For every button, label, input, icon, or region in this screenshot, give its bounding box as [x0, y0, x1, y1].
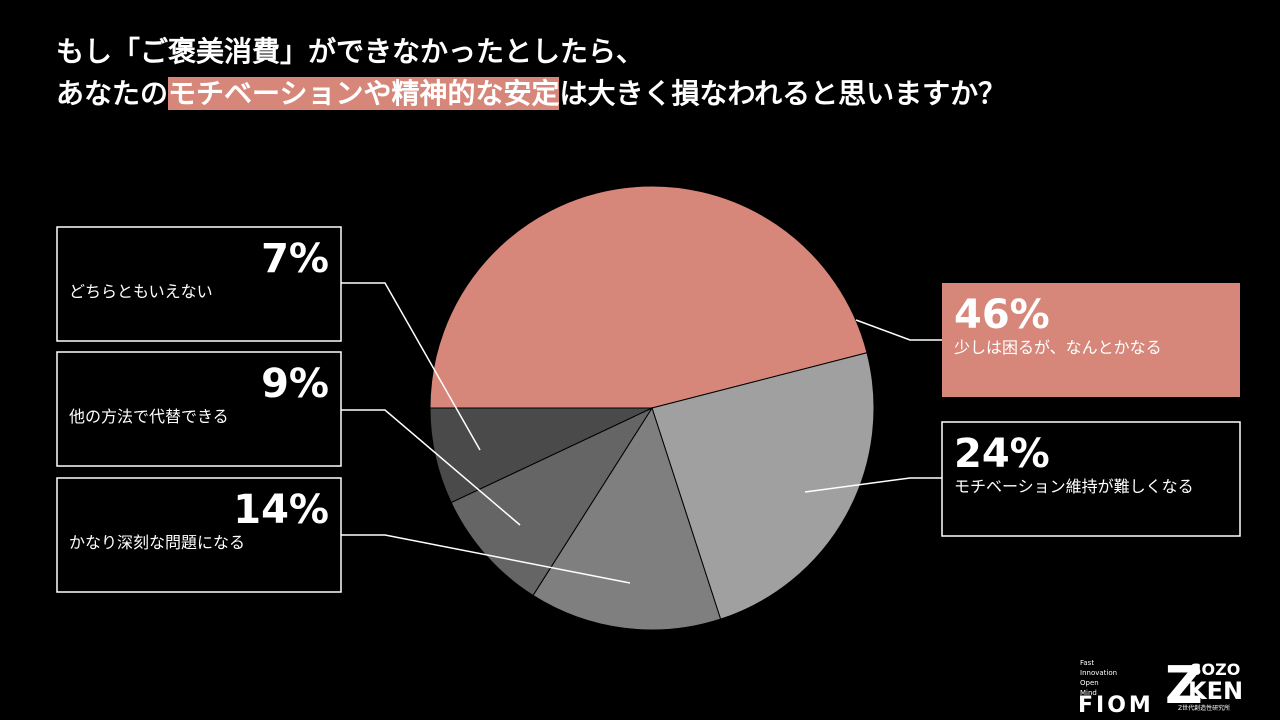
- label-box: [56, 351, 342, 467]
- title-line: あなたのモチベーションや精神的な安定は大きく損なわれると思いますか？: [56, 72, 1006, 112]
- leader-line: [341, 534, 631, 584]
- logo-sub: Z世代創造性研究所: [1178, 704, 1230, 712]
- pie-slice: [532, 406, 722, 631]
- pie-slice: [429, 185, 868, 409]
- category-label: 少しは困るが、なんとかなる: [954, 338, 1162, 357]
- title-text: は大きく損なわれると思いますか？: [559, 77, 1007, 110]
- leader-line: [341, 409, 521, 526]
- leader-line: [855, 319, 942, 341]
- footer: Fast Innovation Open Mind FIOM Z SOZO KE…: [1078, 656, 1243, 718]
- logo: SOZO: [1190, 660, 1240, 679]
- value-label: 24%: [954, 431, 1050, 477]
- category-label: かなり深刻な問題になる: [69, 533, 245, 552]
- label-box: [56, 477, 342, 593]
- value-label: 7%: [261, 236, 329, 282]
- leader-line: [341, 282, 481, 451]
- logo-tagline: Fast: [1080, 659, 1094, 667]
- category-label: 他の方法で代替できる: [69, 407, 229, 426]
- title-highlight: モチベーションや精神的な安定: [168, 77, 560, 110]
- value-label: 14%: [233, 487, 329, 533]
- logo-mark: Z: [1165, 656, 1203, 716]
- title-line: もし「ご褒美消費」ができなかったとしたら、: [56, 35, 645, 68]
- label-box: [56, 226, 342, 342]
- label-box: [941, 421, 1241, 537]
- logo-tagline: Innovation: [1080, 669, 1117, 677]
- value-label: 46%: [954, 292, 1050, 338]
- logo: FIOM: [1078, 693, 1154, 718]
- value-label: 9%: [261, 361, 329, 407]
- logo-tagline: Mind: [1080, 689, 1097, 697]
- logo-tagline: Open: [1080, 679, 1099, 687]
- logo: KEN: [1188, 677, 1243, 705]
- pie-slice: [429, 407, 653, 504]
- category-label: どちらともいえない: [69, 282, 213, 301]
- title-text: あなたの: [56, 77, 169, 110]
- pie-slice: [651, 352, 875, 620]
- label-box: [942, 283, 1240, 397]
- category-label: モチベーション維持が難しくなる: [954, 477, 1194, 496]
- leader-line: [804, 477, 942, 493]
